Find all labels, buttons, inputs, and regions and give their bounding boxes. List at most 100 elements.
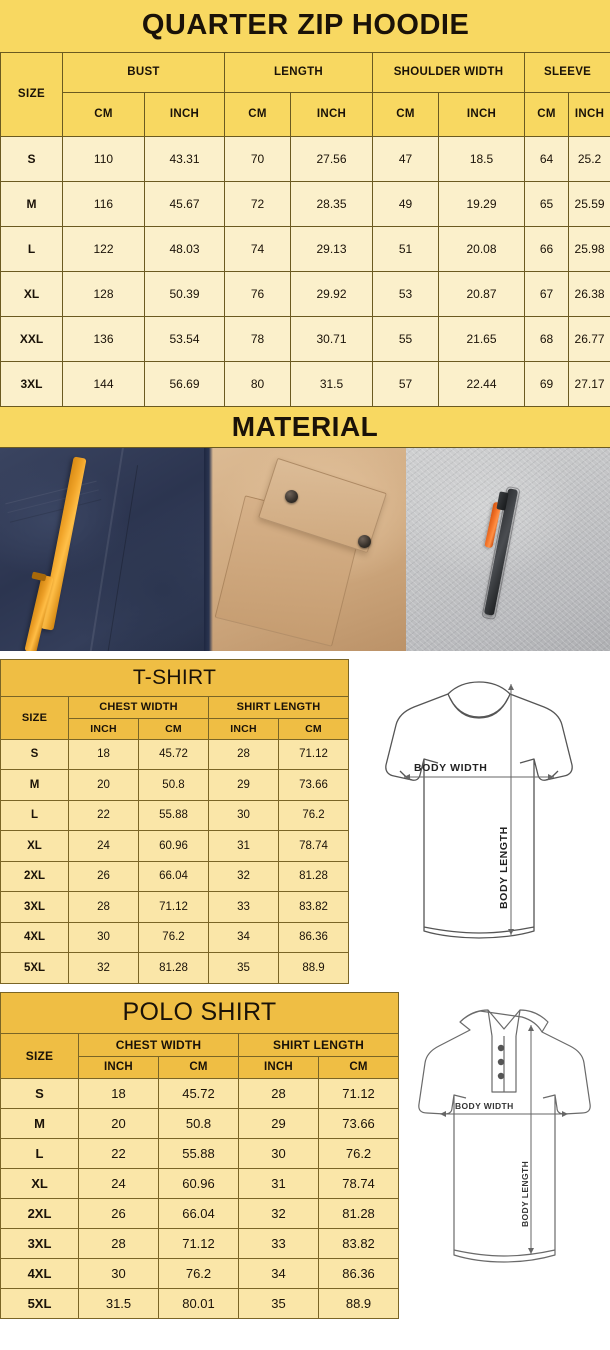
hoodie-bust-cm: 122: [62, 225, 145, 272]
hoodie-shoulder-inch: 20.87: [438, 270, 525, 317]
hoodie-sleeve-inch: 25.98: [567, 225, 610, 272]
tshirt-chest-cm: 66.04: [138, 860, 209, 892]
tshirt-length-cm: 73.66: [277, 769, 350, 801]
hoodie-bust-inch: 56.69: [144, 360, 225, 407]
tshirt-length-inch: 32: [208, 860, 279, 892]
polo-group-chest-width: CHEST WIDTH: [78, 1032, 239, 1057]
tshirt-chest-inch: 32: [68, 952, 139, 984]
hoodie-length-inch: 30.71: [290, 315, 373, 362]
tshirt-row-size: 4XL: [0, 921, 69, 953]
polo-length-cm: 78.74: [317, 1167, 400, 1199]
hoodie-sleeve-cm: 66: [524, 225, 569, 272]
hoodie-shoulder-inch: 18.5: [438, 135, 525, 182]
tshirt-title: T-SHIRT: [0, 658, 350, 697]
tshirt-length-cm: 81.28: [277, 860, 350, 892]
polo-table-column: POLO SHIRT SIZE CHEST WIDTH SHIRT LENGTH…: [0, 991, 400, 1319]
polo-size-table: POLO SHIRT SIZE CHEST WIDTH SHIRT LENGTH…: [0, 991, 400, 1319]
tshirt-row-size: L: [0, 799, 69, 831]
tshirt-length-inch: 34: [208, 921, 279, 953]
tshirt-length-inch: 33: [208, 891, 279, 923]
tshirt-chest-cm: 81.28: [138, 952, 209, 984]
hoodie-length-inch: 28.35: [290, 180, 373, 227]
tshirt-row-size: S: [0, 738, 69, 770]
polo-chest-inch: 22: [78, 1137, 159, 1169]
tshirt-table-column: T-SHIRT SIZE CHEST WIDTH SHIRT LENGTH IN…: [0, 658, 350, 984]
hoodie-shoulder-cm: 49: [372, 180, 439, 227]
hoodie-row-size: XXL: [0, 315, 63, 362]
polo-row-size: XL: [0, 1167, 79, 1199]
polo-chest-inch: 28: [78, 1227, 159, 1259]
hoodie-sleeve-inch: 26.77: [567, 315, 610, 362]
hoodie-unit-shoulder-cm: CM: [372, 91, 439, 137]
polo-body-width-label: BODY WIDTH: [455, 1101, 514, 1111]
tshirt-length-inch: 29: [208, 769, 279, 801]
polo-top-spacer: [0, 983, 610, 992]
tshirt-measurement-diagram: BODY WIDTH BODY LENGTH: [385, 680, 573, 939]
polo-body-length-dimension-line: [528, 1024, 534, 1254]
polo-length-inch: 34: [238, 1257, 319, 1289]
hoodie-shoulder-cm: 55: [372, 315, 439, 362]
polo-size-header: SIZE: [0, 1032, 79, 1079]
hoodie-unit-bust-inch: INCH: [144, 91, 225, 137]
tshirt-outline-icon: [385, 680, 573, 939]
hoodie-length-cm: 80: [224, 360, 291, 407]
table-row: 2XL 26 66.04 32 81.28: [0, 860, 350, 892]
polo-chest-cm: 55.88: [158, 1137, 239, 1169]
table-row: L 122 48.03 74 29.13 51 20.08 66 25.98: [0, 225, 610, 272]
hoodie-bust-cm: 128: [62, 270, 145, 317]
polo-section: POLO SHIRT SIZE CHEST WIDTH SHIRT LENGTH…: [0, 991, 610, 1322]
grey-fleece-zip-photo: [406, 447, 610, 651]
polo-row-size: S: [0, 1077, 79, 1109]
hoodie-size-header: SIZE: [0, 51, 63, 137]
polo-row-size: 4XL: [0, 1257, 79, 1289]
table-row: 4XL 30 76.2 34 86.36: [0, 921, 350, 953]
tshirt-unit-chest-cm: CM: [138, 717, 209, 740]
table-row: S 110 43.31 70 27.56 47 18.5 64 25.2: [0, 135, 610, 182]
polo-body-length-label: BODY LENGTH: [520, 1160, 530, 1226]
hoodie-sleeve-cm: 64: [524, 135, 569, 182]
hoodie-row-size: XL: [0, 270, 63, 317]
table-row: M 116 45.67 72 28.35 49 19.29 65 25.59: [0, 180, 610, 227]
hoodie-sleeve-inch: 26.38: [567, 270, 610, 317]
polo-outline-icon: [418, 1008, 591, 1263]
tshirt-length-cm: 83.82: [277, 891, 350, 923]
body-length-dimension-line: [508, 683, 514, 935]
table-row: XL 24 60.96 31 78.74: [0, 830, 350, 862]
hoodie-bust-inch: 43.31: [144, 135, 225, 182]
polo-button-icons: [497, 1044, 505, 1079]
polo-chest-inch: 30: [78, 1257, 159, 1289]
tshirt-unit-length-cm: CM: [277, 717, 350, 740]
hoodie-sleeve-cm: 68: [524, 315, 569, 362]
table-row: M 20 50.8 29 73.66: [0, 1107, 400, 1139]
table-row: 5XL 31.5 80.01 35 88.9: [0, 1287, 400, 1319]
polo-chest-inch: 18: [78, 1077, 159, 1109]
hoodie-sleeve-cm: 67: [524, 270, 569, 317]
polo-title: POLO SHIRT: [0, 991, 400, 1034]
table-row: 2XL 26 66.04 32 81.28: [0, 1197, 400, 1229]
tshirt-length-cm: 71.12: [277, 738, 350, 770]
polo-row-size: 2XL: [0, 1197, 79, 1229]
hoodie-length-inch: 29.92: [290, 270, 373, 317]
polo-length-cm: 88.9: [317, 1287, 400, 1319]
polo-chest-cm: 66.04: [158, 1197, 239, 1229]
polo-chest-cm: 76.2: [158, 1257, 239, 1289]
hoodie-sleeve-inch: 25.2: [567, 135, 610, 182]
hoodie-row-size: 3XL: [0, 360, 63, 407]
hoodie-unit-shoulder-inch: INCH: [438, 91, 525, 137]
polo-length-inch: 30: [238, 1137, 319, 1169]
hoodie-bust-cm: 116: [62, 180, 145, 227]
polo-length-inch: 33: [238, 1227, 319, 1259]
polo-group-shirt-length: SHIRT LENGTH: [237, 1032, 400, 1057]
tshirt-chest-inch: 28: [68, 891, 139, 923]
hoodie-shoulder-inch: 19.29: [438, 180, 525, 227]
tshirt-chest-inch: 22: [68, 799, 139, 831]
hoodie-bust-inch: 50.39: [144, 270, 225, 317]
tshirt-chest-cm: 71.12: [138, 891, 209, 923]
table-row: S 18 45.72 28 71.12: [0, 738, 350, 770]
tshirt-chest-cm: 45.72: [138, 738, 209, 770]
polo-length-inch: 31: [238, 1167, 319, 1199]
tshirt-chest-cm: 50.8: [138, 769, 209, 801]
hoodie-length-cm: 72: [224, 180, 291, 227]
table-row: M 20 50.8 29 73.66: [0, 769, 350, 801]
polo-diagram-column: BODY WIDTH BODY LENGTH: [398, 992, 610, 1322]
